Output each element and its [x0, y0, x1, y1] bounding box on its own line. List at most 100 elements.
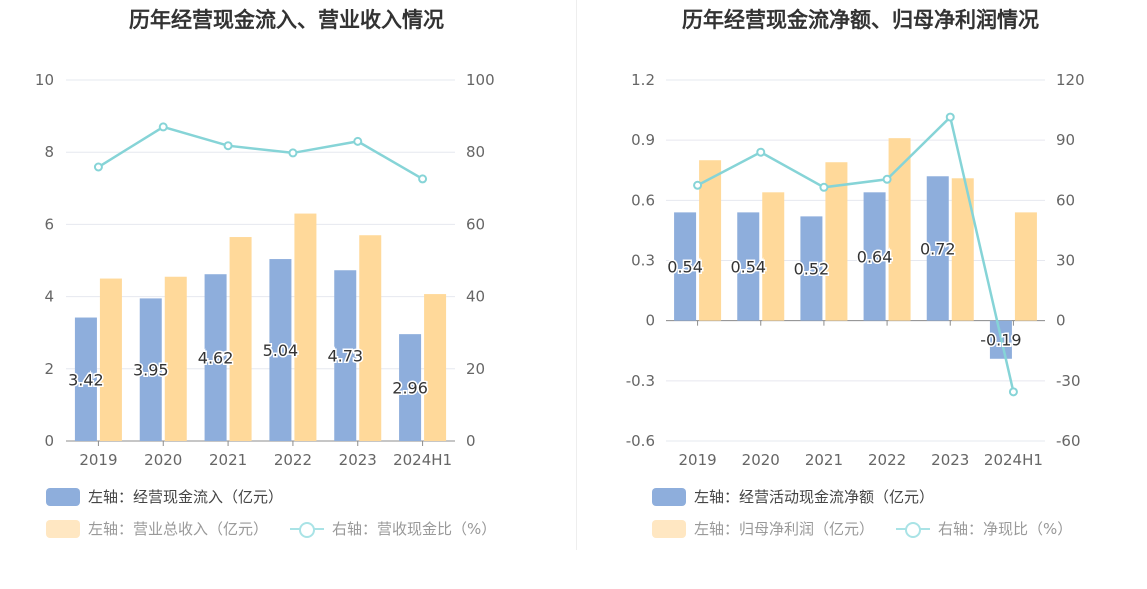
line-point [288, 148, 298, 158]
bar-data-label: 0.54 [667, 258, 703, 277]
left-axis-tick-label: 8 [44, 143, 54, 161]
bar-data-label: 0.64 [857, 247, 893, 266]
bar-orange [825, 162, 848, 321]
bar-data-label: 4.62 [198, 349, 234, 368]
line-point [223, 141, 233, 151]
left-axis-tick-label: 0.9 [631, 131, 655, 149]
legend-label: 左轴：经营活动现金流净额（亿元） [694, 488, 935, 506]
bar-data-label: 4.73 [327, 347, 363, 366]
right-axis-tick-label: 90 [1056, 131, 1075, 149]
legend-row: 左轴：归母净利润（亿元） 右轴：净现比（%） [652, 518, 1072, 539]
bar-orange [99, 278, 122, 441]
left-axis-tick-label: 10 [35, 71, 54, 89]
bar-blue [139, 298, 162, 441]
right-axis-tick-label: 60 [466, 215, 485, 233]
line-point [1008, 387, 1018, 397]
left-axis-tick-label: -0.6 [626, 432, 655, 450]
bar-orange [888, 138, 911, 321]
bar-data-label: 3.42 [68, 370, 104, 389]
x-axis-tick-label: 2024H1 [393, 451, 452, 469]
bar-blue [204, 274, 227, 441]
chart-title: 历年经营现金流净额、归母净利润情况 [682, 8, 1039, 32]
bar-data-label: 3.95 [133, 361, 169, 380]
legend-item-net-cash[interactable]: 左轴：经营活动现金流净额（亿元） [652, 486, 934, 507]
legend-label: 左轴：经营现金流入（亿元） [88, 488, 284, 506]
x-axis-tick-label: 2021 [209, 451, 247, 469]
line-point [158, 122, 168, 132]
chart-panel-net-cash: 历年经营现金流净额、归母净利润情况 -0.6 -0.3 0 0.3 0.6 0.9 1.2-… [574, 0, 1147, 589]
line-point [945, 112, 955, 122]
bar-blue [926, 176, 949, 321]
legend-label[interactable]: 左轴：营业总收入（亿元） [88, 520, 269, 538]
left-axis-tick-label: 6 [44, 215, 54, 233]
bar-data-label: 0.52 [794, 260, 830, 279]
legend-label[interactable]: 右轴：营收现金比（%） [332, 520, 497, 538]
bar-orange [699, 160, 722, 321]
bar-orange [359, 235, 382, 441]
line-point [882, 174, 892, 184]
panel-divider [576, 0, 577, 550]
bar-data-label: -0.19 [980, 331, 1021, 350]
bar-blue [334, 270, 357, 441]
legend-item-cash-inflow[interactable]: 左轴：经营现金流入（亿元） [46, 486, 283, 507]
left-axis-tick-label: 0.3 [631, 252, 655, 270]
right-axis-tick-label: 30 [1056, 252, 1075, 270]
x-axis-tick-label: 2019 [678, 451, 716, 469]
right-axis-tick-label: 40 [466, 288, 485, 306]
legend-swatch-bar-blue [46, 487, 80, 506]
bar-orange [762, 192, 785, 321]
legend-swatch-bar-blue [652, 487, 686, 506]
right-axis-tick-label: 20 [466, 360, 485, 378]
x-axis-tick-label: 2021 [805, 451, 843, 469]
x-axis-tick-label: 2022 [868, 451, 906, 469]
line-series [697, 114, 1015, 393]
right-axis-tick-label: -60 [1056, 432, 1081, 450]
legend-label[interactable]: 左轴：归母净利润（亿元） [694, 520, 875, 538]
legend-swatch-bar-orange[interactable] [652, 519, 686, 538]
line-point [819, 182, 829, 192]
bar-blue [399, 334, 422, 441]
bar-orange [229, 237, 252, 441]
line-point [353, 136, 363, 146]
x-axis-tick-label: 2019 [79, 451, 117, 469]
bar-data-label: 0.54 [730, 258, 766, 277]
right-axis-tick-label: 60 [1056, 191, 1075, 209]
right-axis-tick-label: 120 [1056, 71, 1085, 89]
left-axis-tick-label: 0 [645, 312, 655, 330]
line-point [93, 162, 103, 172]
left-axis-tick-label: 4 [44, 288, 54, 306]
right-axis-tick-label: 0 [466, 432, 476, 450]
bar-orange [294, 213, 317, 441]
bar-orange [1014, 212, 1037, 321]
legend-line-circle-icon[interactable] [896, 520, 931, 538]
chart-title: 历年经营现金流入、营业收入情况 [129, 8, 444, 32]
x-axis-tick-label: 2022 [274, 451, 312, 469]
bar-orange [164, 276, 187, 441]
x-axis-tick-label: 2020 [742, 451, 780, 469]
x-axis-tick-label: 2023 [339, 451, 377, 469]
right-axis-tick-label: 100 [466, 71, 495, 89]
right-axis-tick-label: -30 [1056, 372, 1081, 390]
legend-label[interactable]: 右轴：净现比（%） [938, 520, 1073, 538]
chart-plot-net-cash: -0.6 -0.3 0 0.3 0.6 0.9 1.2 -60 -30 0 30 60 90 120 201… [626, 71, 1085, 469]
x-axis-tick-label: 2023 [931, 451, 969, 469]
legend-row: 左轴：营业总收入（亿元） 右轴：营收现金比（%） [46, 518, 496, 539]
bar-blue [863, 192, 886, 321]
right-axis-tick-label: 0 [1056, 312, 1066, 330]
bar-data-label: 0.72 [920, 239, 956, 258]
legend-line-circle-icon[interactable] [290, 520, 325, 538]
legend-swatch-bar-orange[interactable] [46, 519, 80, 538]
bar-blue [737, 212, 760, 321]
line-point [693, 180, 703, 190]
left-axis-tick-label: 0 [44, 432, 54, 450]
bar-orange [424, 294, 447, 441]
right-axis-tick-label: 80 [466, 143, 485, 161]
bar-blue [74, 317, 97, 441]
left-axis-tick-label: -0.3 [626, 372, 655, 390]
left-axis-tick-label: 2 [44, 360, 54, 378]
line-series [97, 125, 424, 180]
line-point [756, 147, 766, 157]
left-axis-tick-label: 0.6 [631, 191, 655, 209]
bar-blue [269, 259, 292, 441]
bar-blue [800, 216, 823, 321]
